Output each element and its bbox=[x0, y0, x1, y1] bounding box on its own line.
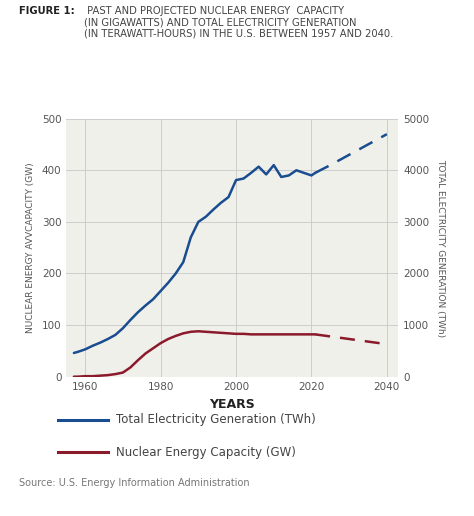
Y-axis label: TOTAL ELECTRICITY GENERATION (TWh): TOTAL ELECTRICITY GENERATION (TWh) bbox=[436, 158, 445, 337]
Text: Source: U.S. Energy Information Administration: Source: U.S. Energy Information Administ… bbox=[19, 478, 250, 488]
X-axis label: YEARS: YEARS bbox=[210, 398, 255, 411]
Text: PAST AND PROJECTED NUCLEAR ENERGY  CAPACITY
(IN GIGAWATTS) AND TOTAL ELECTRICITY: PAST AND PROJECTED NUCLEAR ENERGY CAPACI… bbox=[84, 6, 394, 39]
Y-axis label: NUCLEAR ENERGY AVVCAPACITY (GW): NUCLEAR ENERGY AVVCAPACITY (GW) bbox=[26, 163, 35, 333]
Text: FIGURE 1:: FIGURE 1: bbox=[19, 6, 75, 15]
Text: Nuclear Energy Capacity (GW): Nuclear Energy Capacity (GW) bbox=[116, 445, 296, 459]
Text: Total Electricity Generation (TWh): Total Electricity Generation (TWh) bbox=[116, 413, 316, 426]
